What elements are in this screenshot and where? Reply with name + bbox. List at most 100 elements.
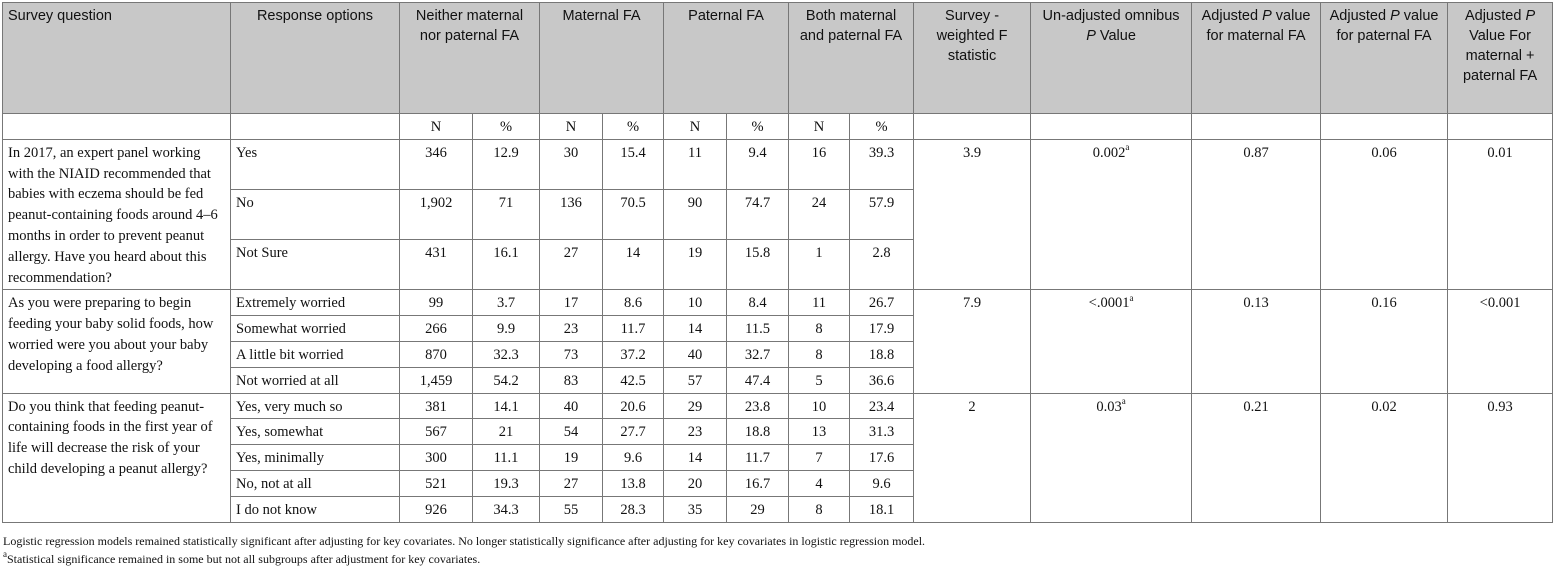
percent-cell: 11.5 xyxy=(726,315,790,342)
count-cell: 14 xyxy=(663,444,728,471)
count-cell: 83 xyxy=(539,366,604,394)
count-cell: 20 xyxy=(663,469,728,497)
footnote-2: aStatistical significance remained in so… xyxy=(3,548,481,566)
percent-cell: 8.6 xyxy=(602,289,665,317)
subheader-percent: % xyxy=(849,113,915,140)
adjusted-p-both-cell: 0.01 xyxy=(1447,138,1554,291)
count-cell: 17 xyxy=(539,289,604,317)
percent-cell: 74.7 xyxy=(726,188,790,241)
count-cell: 136 xyxy=(539,188,604,241)
percent-cell: 14 xyxy=(602,239,665,291)
percent-cell: 9.9 xyxy=(471,315,541,342)
percent-cell: 32.3 xyxy=(471,340,541,368)
percent-cell: 57.9 xyxy=(849,188,915,241)
count-cell: 431 xyxy=(399,239,473,291)
count-cell: 16 xyxy=(788,138,851,190)
unadjusted-p-value: 0.03 xyxy=(1096,398,1122,415)
count-cell: 10 xyxy=(663,289,728,317)
count-cell: 29 xyxy=(663,392,728,420)
response-option-cell: Extremely worried xyxy=(230,289,400,317)
count-cell: 35 xyxy=(663,495,728,523)
table-row: Do you think that feeding peanut-contain… xyxy=(2,392,1554,523)
unadjusted-p-cell: 0.03a xyxy=(1030,392,1193,523)
count-cell: 23 xyxy=(663,418,728,446)
count-cell: 13 xyxy=(788,418,851,446)
percent-cell: 11.7 xyxy=(602,315,665,342)
percent-cell: 37.2 xyxy=(602,340,665,368)
survey-results-table: Survey question Response options Neither… xyxy=(2,2,1554,523)
percent-cell: 3.7 xyxy=(471,289,541,317)
percent-cell: 20.6 xyxy=(602,392,665,420)
count-cell: 40 xyxy=(539,392,604,420)
count-cell: 4 xyxy=(788,469,851,497)
table-row: Not Sure 431 16.1 27 14 19 15.8 1 2.8 xyxy=(3,239,1553,291)
response-option-cell: I do not know xyxy=(230,495,400,523)
count-cell: 381 xyxy=(399,392,473,420)
percent-cell: 14.1 xyxy=(471,392,541,420)
unadjusted-p-cell: <.0001a xyxy=(1030,289,1193,394)
percent-cell: 9.6 xyxy=(849,469,915,497)
adjusted-p-maternal-cell: 0.87 xyxy=(1191,138,1322,291)
percent-cell: 27.7 xyxy=(602,418,665,446)
footnote-marker: a xyxy=(1125,141,1130,152)
count-cell: 14 xyxy=(663,315,728,342)
results-table-container: Survey question Response options Neither… xyxy=(2,2,1554,568)
percent-cell: 15.8 xyxy=(726,239,790,291)
count-cell: 24 xyxy=(788,188,851,241)
footnote-1: Logistic regression models remained stat… xyxy=(3,533,926,548)
subheader-blank xyxy=(2,113,231,140)
f-statistic-cell: 2 xyxy=(913,392,1032,523)
percent-cell: 47.4 xyxy=(726,366,790,394)
table-row: In 2017, an expert panel working with th… xyxy=(2,138,1554,291)
count-cell: 23 xyxy=(539,315,604,342)
count-cell: 567 xyxy=(399,418,473,446)
table-row: A little bit worried 870 32.3 73 37.2 40 32.7 8… xyxy=(3,340,1553,368)
subheader-blank xyxy=(913,113,1032,140)
percent-cell: 15.4 xyxy=(602,138,665,190)
header-paternal: Paternal FA xyxy=(663,2,790,114)
header-both: Both maternal and paternal FA xyxy=(788,2,915,114)
table-body: N % N % N % N % In 2017, an expert panel… xyxy=(2,113,1554,523)
adjusted-p-paternal-cell: 0.02 xyxy=(1320,392,1449,523)
footnote-marker: a xyxy=(1121,395,1126,406)
table-row: As you were preparing to begin feeding y… xyxy=(2,289,1554,394)
count-cell: 8 xyxy=(788,340,851,368)
header-adjusted-p-paternal: Adjusted P value for paternal FA xyxy=(1320,2,1449,114)
table-row: No 1,902 71 136 70.5 90 74.7 24 57.9 xyxy=(3,188,1553,241)
adjusted-p-maternal-cell: 0.13 xyxy=(1191,289,1322,394)
count-cell: 346 xyxy=(399,138,473,190)
count-cell: 27 xyxy=(539,469,604,497)
percent-cell: 32.7 xyxy=(726,340,790,368)
percent-cell: 23.4 xyxy=(849,392,915,420)
table-row: Not worried at all 1,459 54.2 83 42.5 57 47.4 5… xyxy=(3,366,1553,394)
header-unadjusted-p: Un-adjusted omnibus P Value xyxy=(1030,2,1193,114)
subheader-percent: % xyxy=(726,113,790,140)
percent-cell: 39.3 xyxy=(849,138,915,190)
adjusted-p-paternal-cell: 0.16 xyxy=(1320,289,1449,394)
percent-cell: 36.6 xyxy=(849,366,915,394)
subheader-n: N xyxy=(399,113,473,140)
count-cell: 54 xyxy=(539,418,604,446)
footnote-marker: a xyxy=(1129,292,1134,303)
count-cell: 30 xyxy=(539,138,604,190)
response-option-cell: Yes xyxy=(230,138,400,190)
response-option-cell: Not Sure xyxy=(230,239,400,291)
header-neither: Neither maternal nor paternal FA xyxy=(398,2,541,114)
survey-question-cell: Do you think that feeding peanut-contain… xyxy=(2,392,231,523)
count-cell: 27 xyxy=(539,239,604,291)
count-cell: 8 xyxy=(788,315,851,342)
percent-cell: 71 xyxy=(471,188,541,241)
count-cell: 7 xyxy=(788,444,851,471)
response-option-cell: Not worried at all xyxy=(230,366,400,394)
table-row: Yes, somewhat 567 21 54 27.7 23 18.8 13 31.3 xyxy=(3,418,1553,446)
count-cell: 57 xyxy=(663,366,728,394)
subheader-blank xyxy=(1320,113,1449,140)
percent-cell: 31.3 xyxy=(849,418,915,446)
subheader-row: N % N % N % N % xyxy=(2,113,1554,140)
header-row: Survey question Response options Neither… xyxy=(2,2,1554,114)
table-row: I do not know 926 34.3 55 28.3 35 29 8 18.1 xyxy=(3,495,1553,523)
percent-cell: 18.1 xyxy=(849,495,915,523)
response-option-cell: No, not at all xyxy=(230,469,400,497)
subheader-n: N xyxy=(788,113,851,140)
percent-cell: 16.7 xyxy=(726,469,790,497)
